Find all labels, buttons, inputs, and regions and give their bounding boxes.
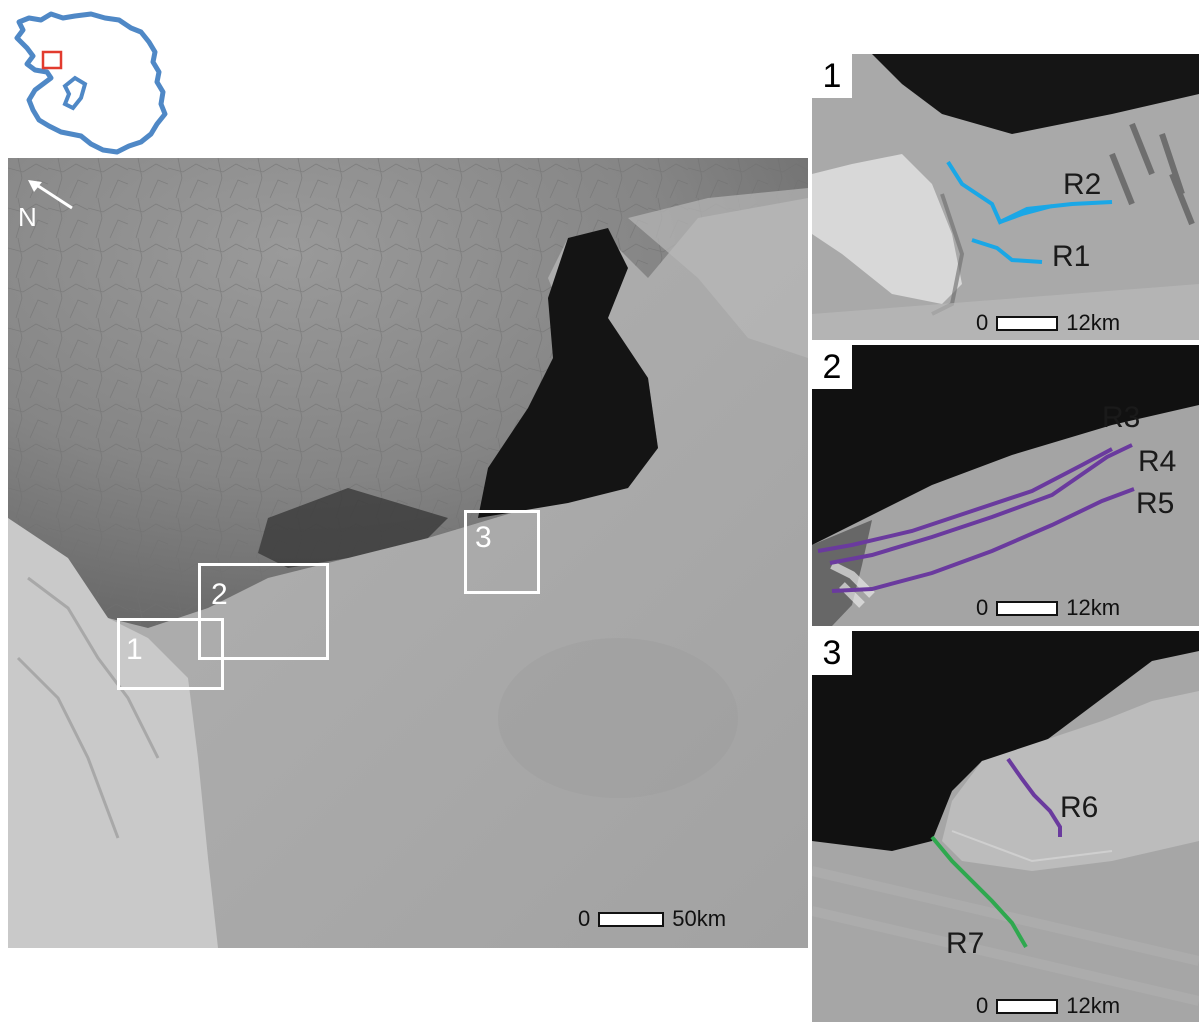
detail-panel-3: 3 R6 R7 0 12km bbox=[812, 631, 1199, 1022]
route-label-r2: R2 bbox=[1063, 168, 1102, 201]
scale-bar bbox=[996, 315, 1059, 331]
route-r1-line bbox=[971, 238, 1043, 264]
antarctica-outline-icon bbox=[14, 11, 168, 155]
panel-3-scale-bar: 0 12km bbox=[976, 993, 1120, 1019]
study-box-1-label: 1 bbox=[126, 633, 143, 666]
route-r2-branch bbox=[999, 204, 1053, 224]
route-r7-line bbox=[930, 835, 1028, 949]
route-label-r6: R6 bbox=[1060, 791, 1099, 824]
panel-3-imagery bbox=[812, 631, 1199, 1022]
scale-end: 12km bbox=[1066, 993, 1121, 1018]
scale-start: 0 bbox=[976, 595, 989, 620]
scale-end: 12km bbox=[1066, 595, 1121, 620]
route-r3-line bbox=[817, 447, 1113, 553]
antarctica-locator-map bbox=[14, 11, 168, 155]
scale-end: 50km bbox=[672, 906, 727, 931]
scale-start: 0 bbox=[578, 906, 591, 931]
panel-3-number: 3 bbox=[812, 631, 852, 675]
route-label-r5: R5 bbox=[1136, 487, 1175, 520]
panel-2-number: 2 bbox=[812, 345, 852, 389]
scale-bar bbox=[996, 600, 1059, 616]
main-scale-bar: 0 50km bbox=[578, 906, 726, 932]
route-r6-line bbox=[1006, 757, 1062, 837]
route-r4-line bbox=[829, 443, 1133, 565]
main-map-imagery bbox=[8, 158, 808, 948]
route-label-r4: R4 bbox=[1138, 445, 1177, 478]
study-box-3: 3 bbox=[464, 510, 540, 594]
panel-2-imagery bbox=[812, 345, 1199, 626]
route-label-r3: R3 bbox=[1102, 401, 1141, 434]
route-r5-line bbox=[831, 487, 1135, 593]
study-box-2-label: 2 bbox=[211, 578, 228, 611]
study-box-2: 2 bbox=[198, 563, 329, 660]
scale-start: 0 bbox=[976, 993, 989, 1018]
scale-start: 0 bbox=[976, 310, 989, 335]
study-box-3-label: 3 bbox=[475, 521, 492, 554]
north-arrow-icon bbox=[28, 180, 73, 210]
study-box-1: 1 bbox=[117, 618, 224, 690]
scale-bar bbox=[598, 911, 665, 927]
panel-1-scale-bar: 0 12km bbox=[976, 310, 1120, 336]
scale-bar bbox=[996, 998, 1059, 1014]
route-label-r1: R1 bbox=[1052, 240, 1091, 273]
main-satellite-map: N 1 2 3 0 50km bbox=[8, 158, 808, 948]
panel-1-imagery bbox=[812, 54, 1199, 340]
detail-panel-2: 2 R3 R4 R5 0 12km bbox=[812, 345, 1199, 626]
detail-panel-1: 1 R2 R1 0 12km bbox=[812, 54, 1199, 340]
panel-2-scale-bar: 0 12km bbox=[976, 595, 1120, 621]
route-label-r7: R7 bbox=[946, 927, 985, 960]
locator-box bbox=[41, 50, 63, 70]
panel-1-number: 1 bbox=[812, 54, 852, 98]
north-label: N bbox=[18, 202, 37, 232]
scale-end: 12km bbox=[1066, 310, 1121, 335]
